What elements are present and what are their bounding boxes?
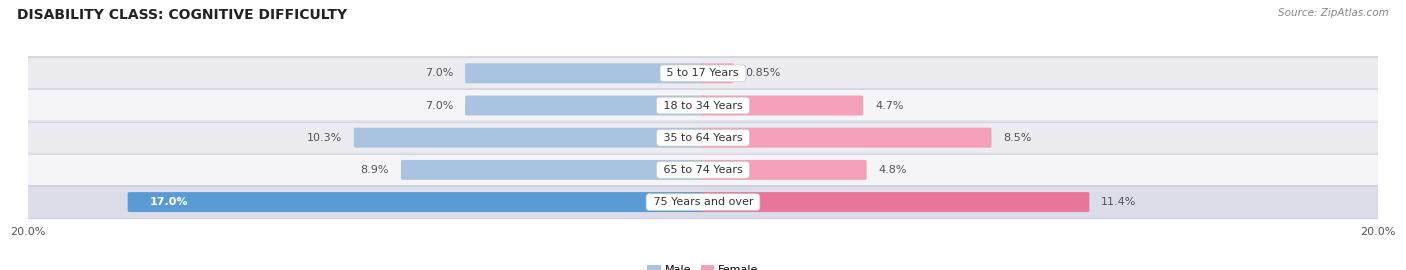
- Text: 10.3%: 10.3%: [307, 133, 342, 143]
- Text: 7.0%: 7.0%: [425, 100, 453, 110]
- FancyBboxPatch shape: [11, 121, 1395, 154]
- Text: 4.7%: 4.7%: [875, 100, 904, 110]
- Text: 35 to 64 Years: 35 to 64 Years: [659, 133, 747, 143]
- Text: 8.5%: 8.5%: [1004, 133, 1032, 143]
- Text: 18 to 34 Years: 18 to 34 Years: [659, 100, 747, 110]
- FancyBboxPatch shape: [11, 153, 1395, 187]
- Text: 8.9%: 8.9%: [361, 165, 389, 175]
- FancyBboxPatch shape: [465, 63, 704, 83]
- Text: 11.4%: 11.4%: [1101, 197, 1136, 207]
- FancyBboxPatch shape: [11, 185, 1395, 219]
- FancyBboxPatch shape: [702, 192, 1090, 212]
- FancyBboxPatch shape: [128, 192, 704, 212]
- Legend: Male, Female: Male, Female: [643, 260, 763, 270]
- FancyBboxPatch shape: [465, 96, 704, 116]
- FancyBboxPatch shape: [401, 160, 704, 180]
- Text: 5 to 17 Years: 5 to 17 Years: [664, 68, 742, 78]
- FancyBboxPatch shape: [702, 63, 734, 83]
- Text: 0.85%: 0.85%: [745, 68, 780, 78]
- Text: 17.0%: 17.0%: [149, 197, 188, 207]
- Text: Source: ZipAtlas.com: Source: ZipAtlas.com: [1278, 8, 1389, 18]
- Text: 7.0%: 7.0%: [425, 68, 453, 78]
- FancyBboxPatch shape: [354, 128, 704, 148]
- FancyBboxPatch shape: [702, 128, 991, 148]
- FancyBboxPatch shape: [11, 89, 1395, 122]
- FancyBboxPatch shape: [702, 160, 866, 180]
- Text: 75 Years and over: 75 Years and over: [650, 197, 756, 207]
- Text: 65 to 74 Years: 65 to 74 Years: [659, 165, 747, 175]
- FancyBboxPatch shape: [702, 96, 863, 116]
- Text: 4.8%: 4.8%: [879, 165, 907, 175]
- FancyBboxPatch shape: [11, 57, 1395, 90]
- Text: DISABILITY CLASS: COGNITIVE DIFFICULTY: DISABILITY CLASS: COGNITIVE DIFFICULTY: [17, 8, 347, 22]
